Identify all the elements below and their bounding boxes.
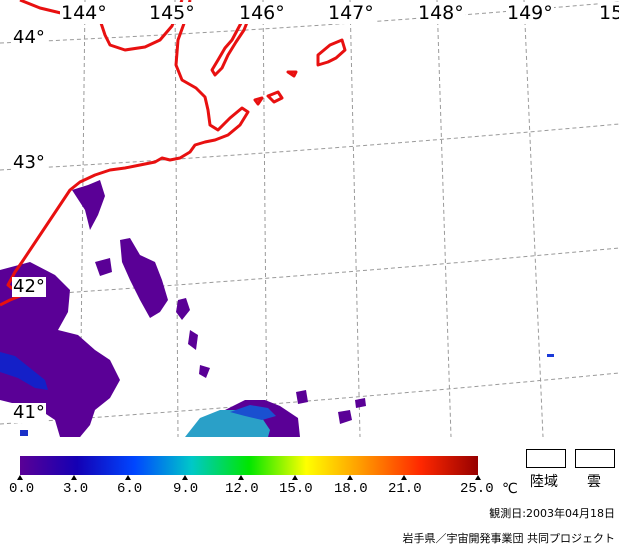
- sst-patch-south2: [296, 390, 308, 404]
- colorbar-label: 3.0: [63, 481, 89, 497]
- colorbar-tick: [292, 475, 298, 480]
- land-label: 陸域: [530, 474, 558, 490]
- temperature-unit: ℃: [502, 481, 518, 497]
- longitude-label-150: 15: [598, 2, 619, 24]
- colorbar-tick: [17, 475, 23, 480]
- longitude-label-144: 144°: [60, 2, 108, 24]
- colorbar-label: 0.0: [9, 481, 35, 497]
- colorbar-tick: [71, 475, 77, 480]
- coastline-habomai1: [253, 96, 264, 106]
- observation-date: 観測日:2003年04月18日: [489, 507, 615, 520]
- meridian-145: [174, 0, 179, 437]
- coastline-shikotan: [316, 38, 347, 67]
- meridian-149: [523, 0, 544, 437]
- parallel-43: [0, 123, 619, 171]
- sst-patch-coast: [72, 180, 105, 230]
- colorbar-tick: [238, 475, 244, 480]
- sst-patches: [0, 180, 366, 437]
- coastline-habomai2: [266, 90, 284, 104]
- sst-patch-mid3: [95, 258, 112, 276]
- cloud-label: 雲: [587, 474, 601, 490]
- longitude-label-148: 148°: [417, 2, 465, 24]
- meridian-148: [436, 0, 452, 437]
- colorbar-label: 25.0: [460, 481, 494, 497]
- colorbar-tick: [475, 475, 481, 480]
- sst-warm: [0, 352, 554, 437]
- longitude-label-146: 146°: [238, 2, 286, 24]
- map-canvas: [0, 0, 619, 437]
- sst-patch-mid4: [188, 330, 198, 350]
- coastline-kunashiri: [210, 8, 252, 77]
- longitude-label-147: 147°: [327, 2, 375, 24]
- sst-blue-dot: [547, 354, 554, 357]
- sst-patch-mid5: [199, 365, 210, 378]
- colorbar-label: 21.0: [388, 481, 422, 497]
- cloud-swatch: [575, 449, 615, 468]
- sst-map: 144° 145° 146° 147° 148° 149° 15 44° 43°…: [0, 0, 619, 437]
- colorbar-label: 18.0: [334, 481, 368, 497]
- colorbar-tick: [401, 475, 407, 480]
- sst-patch-south4: [355, 398, 366, 408]
- colorbar-tick: [182, 475, 188, 480]
- meridian-146: [262, 0, 268, 437]
- colorbar-label: 15.0: [279, 481, 313, 497]
- sst-patch-south3: [338, 410, 352, 424]
- parallel-44: [0, 1, 619, 44]
- temperature-colorbar: [20, 456, 478, 475]
- coastline-habomai3: [286, 70, 298, 78]
- coastline: [0, 0, 347, 307]
- colorbar-tick: [125, 475, 131, 480]
- latitude-label-43: 43°: [12, 152, 46, 173]
- colorbar-tick: [347, 475, 353, 480]
- sst-blue-dot2: [20, 430, 28, 436]
- latitude-label-42: 42°: [12, 276, 46, 297]
- sst-patch-mid1: [120, 238, 168, 318]
- meridian-147: [349, 0, 361, 437]
- longitude-label-149: 149°: [506, 2, 554, 24]
- graticule: [0, 0, 619, 437]
- sst-patch-mid2: [176, 298, 190, 320]
- parallel-42: [0, 247, 619, 298]
- sst-blue-south: [230, 405, 276, 420]
- latitude-label-41: 41°: [12, 402, 46, 423]
- colorbar-label: 12.0: [225, 481, 259, 497]
- sst-blue-west: [0, 352, 48, 390]
- land-swatch: [526, 449, 566, 468]
- credit-line: 岩手県／宇宙開発事業団 共同プロジェクト: [402, 532, 616, 545]
- longitude-label-145: 145°: [148, 2, 196, 24]
- colorbar-label: 6.0: [117, 481, 143, 497]
- latitude-label-44: 44°: [12, 27, 46, 48]
- colorbar-label: 9.0: [173, 481, 199, 497]
- sst-patch-west: [0, 262, 120, 437]
